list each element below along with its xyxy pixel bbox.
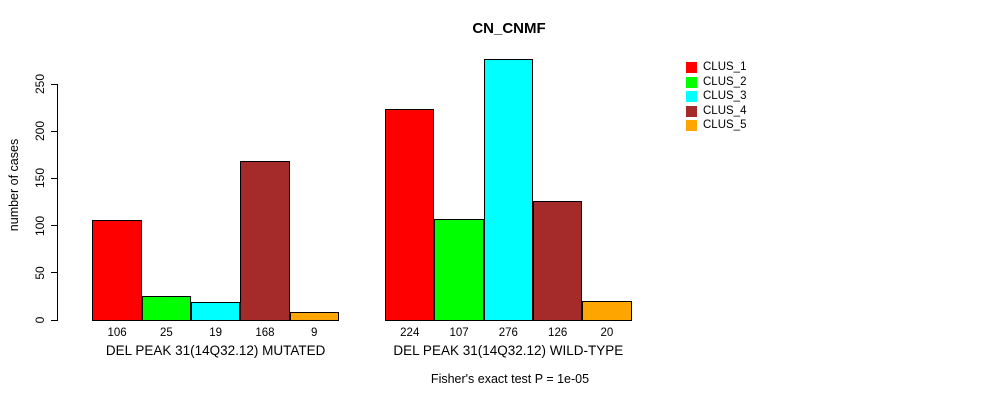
- y-axis-tick: [51, 130, 58, 132]
- y-axis-tick: [51, 83, 58, 85]
- bar-value-label: 126: [548, 327, 568, 339]
- bar-value-label: 224: [400, 327, 420, 339]
- legend-item: CLUS_2: [686, 75, 747, 88]
- fisher-test-annotation: Fisher's exact test P = 1e-05: [430, 372, 590, 386]
- bar-value-label: 168: [255, 327, 275, 339]
- legend-item: CLUS_3: [686, 90, 747, 102]
- legend-item-label: CLUS_4: [703, 104, 747, 117]
- bar-clus_2-group1: [141, 296, 191, 321]
- x-group-label: DEL PEAK 31(14Q32.12) WILD-TYPE: [393, 343, 624, 358]
- y-tick-label: 50: [33, 266, 47, 280]
- bar-value-label: 106: [107, 327, 127, 339]
- chart-title: CN_CNMF: [472, 20, 546, 37]
- y-tick-label: 200: [33, 121, 47, 142]
- bar-value-label: 19: [209, 327, 223, 339]
- bar-clus_1-group1: [92, 219, 142, 321]
- bar-clus_4-group1: [240, 161, 290, 321]
- legend-item-label: CLUS_3: [703, 90, 747, 102]
- x-group-label: DEL PEAK 31(14Q32.12) MUTATED: [105, 343, 326, 358]
- bar-clus_4-group2: [533, 201, 583, 321]
- legend-swatch-clus_3: [686, 91, 697, 102]
- bar-value-label: 25: [159, 327, 173, 339]
- bar-clus_5-group1: [289, 311, 339, 321]
- bar-clus_3-group1: [191, 302, 241, 321]
- y-tick-label: 150: [33, 168, 47, 189]
- legend-item-label: CLUS_1: [703, 61, 747, 73]
- bar-clus_3-group2: [483, 59, 533, 321]
- legend-item: CLUS_5: [686, 119, 747, 131]
- y-axis-line: [57, 84, 58, 320]
- y-axis-tick: [51, 272, 58, 274]
- legend-item-label: CLUS_2: [703, 75, 747, 88]
- y-tick-label: 250: [33, 73, 47, 95]
- bar-value-label: 107: [449, 327, 469, 339]
- bar-value-label: 9: [311, 327, 318, 339]
- bar-clus_2-group2: [434, 218, 484, 321]
- y-axis-tick: [51, 319, 58, 321]
- legend-swatch-clus_1: [686, 62, 697, 73]
- bar-clus_1-group2: [385, 108, 435, 321]
- y-tick-label: 100: [33, 215, 47, 236]
- legend-item-label: CLUS_5: [703, 119, 747, 131]
- y-tick-label: 0: [33, 316, 47, 324]
- legend: CLUS_1 CLUS_2 CLUS_3 CLUS_4 CLUS_5: [686, 61, 747, 135]
- bar-clus_5-group2: [582, 301, 632, 321]
- legend-swatch-clus_5: [686, 120, 697, 131]
- legend-item: CLUS_1: [686, 61, 747, 73]
- legend-swatch-clus_2: [686, 76, 697, 88]
- legend-swatch-clus_4: [686, 105, 697, 117]
- bar-value-label: 20: [600, 327, 614, 339]
- y-axis-tick: [51, 177, 58, 179]
- bar-value-label: 276: [498, 327, 518, 339]
- y-axis-tick: [51, 225, 58, 227]
- legend-item: CLUS_4: [686, 104, 747, 117]
